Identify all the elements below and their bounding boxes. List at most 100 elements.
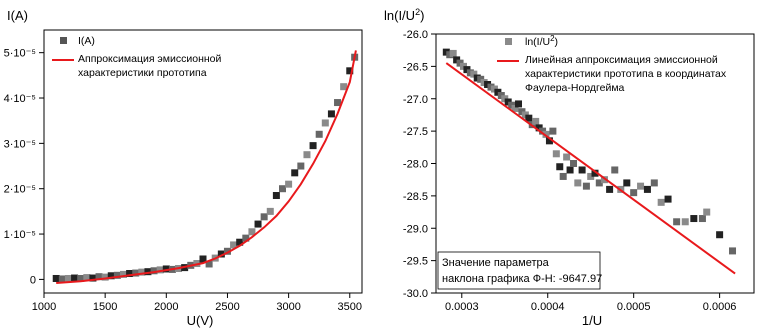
right-data-point xyxy=(582,182,590,190)
left-plot-frame xyxy=(43,29,363,294)
left-marks xyxy=(52,50,359,284)
left-data-point xyxy=(120,270,127,278)
right-data-point xyxy=(525,114,533,122)
left-data-point xyxy=(58,275,66,283)
right-data-point xyxy=(542,130,550,138)
right-data-point xyxy=(729,247,737,255)
right-data-point xyxy=(559,172,567,180)
left-y-tick-label: 2·10⁻⁵ xyxy=(4,184,36,196)
left-data-point xyxy=(266,207,274,215)
right-y-tick-label: -30.0 xyxy=(403,288,428,300)
left-data-point xyxy=(132,269,140,277)
right-data-point xyxy=(563,153,571,161)
left-data-point xyxy=(321,119,329,127)
right-data-point xyxy=(664,195,672,203)
right-data-point xyxy=(643,185,651,193)
right-data-point xyxy=(591,169,599,177)
slope-annotation-box xyxy=(437,251,601,290)
left-data-point xyxy=(101,273,109,281)
right-marks xyxy=(442,48,737,275)
left-y-tick-label: 4·10⁻⁵ xyxy=(4,93,36,105)
left-data-point xyxy=(126,270,134,278)
right-data-point xyxy=(556,163,564,171)
right-data-point xyxy=(681,218,689,226)
left-data-point xyxy=(217,250,225,258)
right-fit-line xyxy=(445,62,736,275)
left-data-point xyxy=(309,142,317,150)
right-data-point xyxy=(698,215,706,223)
left-fit-line xyxy=(56,50,357,284)
right-legend-label-fit-1: Линейная аппроксимация эмиссионной xyxy=(525,54,718,66)
right-data-point xyxy=(637,182,645,190)
right-data-point xyxy=(716,231,724,239)
left-data-point xyxy=(205,260,213,268)
left-legend-label-points: I(A) xyxy=(78,35,95,47)
right-data-point xyxy=(673,218,681,226)
left-data-point xyxy=(303,151,311,159)
left-data-point xyxy=(52,274,60,282)
right-x-tick-label: 0.0005 xyxy=(617,301,651,313)
left-data-point xyxy=(260,213,268,221)
left-legend-marker-points xyxy=(60,37,67,44)
right-y-axis-label: ln(I/U2) xyxy=(384,7,424,23)
left-y-tick-label: 5·10⁻⁵ xyxy=(4,48,36,60)
left-data-point xyxy=(242,234,250,242)
right-data-point xyxy=(657,198,665,206)
right-data-point xyxy=(515,100,523,108)
left-y-tick-label: 3·10⁻⁵ xyxy=(4,138,36,150)
right-y-tick-label: -29.0 xyxy=(403,223,428,235)
right-y-tick-label: -29.5 xyxy=(403,256,428,268)
right-data-point xyxy=(449,49,457,57)
right-x-ticks: 0.0003 0.0004 0.0005 0.0006 xyxy=(445,293,736,313)
left-x-tick-label: 3500 xyxy=(338,301,362,313)
left-data-point xyxy=(89,274,97,282)
right-legend-marker-points xyxy=(505,38,512,45)
left-x-ticks: 1000 1500 2000 2500 3000 3500 xyxy=(32,293,362,313)
left-x-tick-label: 1000 xyxy=(32,301,56,313)
left-data-point xyxy=(272,192,280,200)
left-data-point xyxy=(285,180,293,188)
left-data-point xyxy=(327,110,335,118)
left-y-ticks: 0 1·10⁻⁵ 2·10⁻⁵ 3·10⁻⁵ 4·10⁻⁵ 5·10⁻⁵ xyxy=(4,48,44,286)
right-y-tick-label: -28.5 xyxy=(403,191,428,203)
right-data-point xyxy=(587,172,595,180)
slope-annotation-line-1: Значение параметра xyxy=(442,257,550,269)
right-legend-label-fit-3: Фаулера-Нордгейма xyxy=(525,82,625,94)
left-data-point xyxy=(254,220,262,228)
left-data-point xyxy=(162,265,170,273)
left-data-point xyxy=(64,274,72,282)
right-data-point xyxy=(600,176,608,184)
left-data-point xyxy=(95,273,103,281)
slope-annotation-line-2: наклона графика Ф-Н: -9647.97 xyxy=(442,273,602,285)
left-data-point xyxy=(340,83,348,91)
left-x-tick-label: 1500 xyxy=(93,301,117,313)
left-data-point xyxy=(291,169,299,177)
left-x-tick-label: 2000 xyxy=(154,301,178,313)
right-legend: ln(I/U2) Линейная аппроксимация эмиссион… xyxy=(497,34,727,94)
left-data-point xyxy=(315,130,323,138)
right-data-point xyxy=(611,166,619,174)
left-y-tick-label: 0 xyxy=(30,274,36,286)
right-chart: 0.0003 0.0004 0.0005 0.0006 -30.0 -29.5 -29.0… xyxy=(384,7,755,328)
right-legend-label-fit-2: характеристики прототипа в координатах xyxy=(525,68,727,80)
right-data-point xyxy=(623,179,631,187)
right-legend-label-points: ln(I/U2) xyxy=(525,34,558,48)
left-x-axis-label: U(V) xyxy=(187,313,214,328)
right-data-point xyxy=(650,179,658,187)
right-data-point xyxy=(606,185,614,193)
right-data-point xyxy=(549,127,557,135)
right-data-point xyxy=(552,150,560,158)
left-legend: I(A) Аппроксимация эмиссионной характери… xyxy=(52,35,222,79)
left-data-point xyxy=(346,67,354,75)
right-y-tick-label: -26.0 xyxy=(403,29,428,41)
right-x-tick-label: 0.0003 xyxy=(445,301,479,313)
left-data-point xyxy=(77,274,85,282)
right-data-point xyxy=(470,70,478,78)
left-data-point xyxy=(236,238,244,246)
left-legend-label-fit-2: характеристики прототипа xyxy=(78,67,207,79)
left-x-tick-label: 2500 xyxy=(215,301,239,313)
right-y-ticks: -30.0 -29.5 -29.0 -28.5 -28.0 -27.5 -27.0 -26.5… xyxy=(403,29,436,300)
left-data-point xyxy=(144,268,152,276)
left-data-point xyxy=(107,272,115,280)
left-x-tick-label: 3000 xyxy=(276,301,300,313)
